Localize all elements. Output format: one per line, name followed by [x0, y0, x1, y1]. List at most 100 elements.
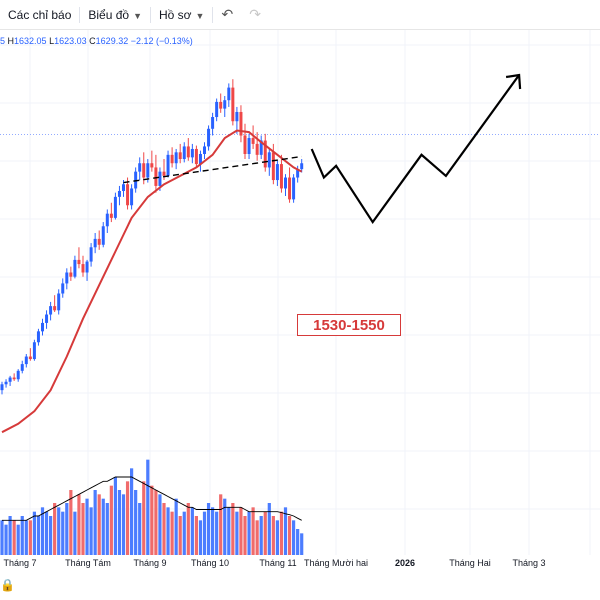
chart-menu-button[interactable]: Biểu đồ ▼: [80, 0, 150, 30]
volume-bar: [279, 511, 284, 555]
candle-body: [263, 140, 267, 168]
volume-bar: [121, 494, 126, 555]
candle-body: [89, 247, 93, 262]
candle-body: [97, 238, 101, 245]
volume-bar: [61, 511, 65, 555]
volume-bar: [231, 503, 235, 555]
volume-bar: [190, 507, 194, 555]
candle-body: [182, 146, 186, 160]
change-value: −2.12 (−0.13%): [130, 36, 193, 46]
x-axis-tick-label: Tháng Mười hai: [304, 558, 368, 568]
candle-body: [28, 356, 32, 360]
volume-bar: [0, 520, 4, 555]
volume-bar: [24, 520, 28, 555]
volume-bar: [235, 511, 239, 555]
ohlc-legend: 5 H1632.05 L1623.03 C1629.32 −2.12 (−0.1…: [0, 36, 193, 46]
volume-bar: [150, 485, 154, 555]
volume-bar: [81, 503, 85, 555]
volume-bar: [113, 477, 117, 555]
volume-bar: [12, 520, 16, 555]
candle-body: [57, 293, 61, 311]
volume-bar: [40, 507, 45, 555]
support-trendline: [123, 155, 302, 184]
candle-body: [150, 163, 154, 168]
candle-body: [190, 148, 194, 158]
candle-body: [16, 370, 20, 380]
volume-bar: [247, 511, 251, 555]
candle-body: [105, 213, 109, 227]
volume-bar: [77, 494, 81, 555]
volume-bar: [194, 516, 198, 555]
candle-body: [109, 213, 113, 218]
volume-bar: [69, 490, 73, 555]
lock-icon[interactable]: 🔒: [0, 578, 15, 592]
volume-bar: [36, 516, 41, 555]
volume-bar: [283, 507, 288, 555]
candle-body: [130, 188, 134, 206]
candle-body: [162, 171, 166, 176]
projection-path: [310, 74, 520, 225]
volume-bar: [130, 468, 134, 555]
candle-body: [194, 148, 198, 165]
chart-menu-label: Biểu đồ: [88, 7, 130, 22]
candle-body: [178, 152, 182, 160]
volume-bar: [89, 507, 93, 555]
volume-bar: [134, 490, 138, 555]
volume-bar: [206, 503, 211, 555]
volume-bar: [182, 511, 186, 555]
chevron-down-icon: ▼: [195, 10, 205, 21]
x-axis-tick-label: Tháng 9: [133, 558, 167, 568]
volume-bar: [109, 485, 113, 555]
low-value: 1623.03: [54, 36, 87, 46]
candle-body: [300, 163, 304, 170]
candle-body: [275, 164, 279, 181]
candle-body: [69, 272, 73, 277]
volume-bar: [251, 507, 255, 555]
volume-bar: [16, 524, 20, 555]
volume-bar: [174, 498, 178, 555]
candle-body: [122, 184, 125, 191]
x-axis-tick-label: Tháng Tám: [65, 558, 111, 568]
candle-body: [101, 226, 105, 245]
indicators-button[interactable]: Các chỉ báo: [0, 0, 79, 30]
volume-bar: [142, 481, 146, 555]
x-axis-tick-label: Tháng 3: [512, 558, 546, 568]
volume-bar: [4, 524, 8, 555]
candle-body: [215, 101, 219, 118]
candle-body: [12, 377, 16, 380]
candle-body: [81, 264, 85, 273]
candle-body: [8, 377, 12, 382]
profile-menu-button[interactable]: Hồ sơ ▼: [151, 0, 212, 30]
candle-body: [138, 163, 142, 172]
candle-body: [41, 322, 44, 332]
chevron-down-icon: ▼: [133, 10, 142, 21]
candle-body: [170, 154, 174, 164]
candle-body: [146, 163, 150, 178]
price-chart[interactable]: [0, 30, 600, 555]
redo-icon[interactable]: ↷: [249, 6, 261, 22]
moving-average-line: [1, 129, 303, 434]
candle-body: [4, 381, 8, 385]
candle-body: [166, 154, 170, 176]
candle-body: [142, 163, 146, 178]
profile-menu-label: Hồ sơ: [159, 7, 192, 22]
volume-bar: [8, 516, 12, 555]
volume-ma-line: [2, 476, 302, 521]
volume-bar: [275, 520, 279, 555]
volume-bar: [259, 516, 263, 555]
candle-body: [239, 111, 243, 136]
candle-body: [65, 272, 69, 284]
volume-bar: [215, 511, 219, 555]
top-toolbar: Các chỉ báo Biểu đồ ▼ Hồ sơ ▼ ↶ ↷: [0, 0, 600, 30]
volume-bar: [73, 511, 77, 555]
candle-body: [288, 177, 292, 200]
undo-icon[interactable]: ↶: [221, 6, 234, 22]
high-value: 1632.05: [14, 36, 47, 46]
toolbar-divider: [79, 6, 81, 23]
target-range-label: 1530-1550: [297, 314, 401, 336]
volume-bar: [93, 490, 97, 555]
volume-bar: [227, 507, 231, 555]
close-value: 1629.32: [95, 36, 129, 46]
candle-body: [247, 138, 251, 154]
toolbar-divider: [212, 6, 214, 23]
